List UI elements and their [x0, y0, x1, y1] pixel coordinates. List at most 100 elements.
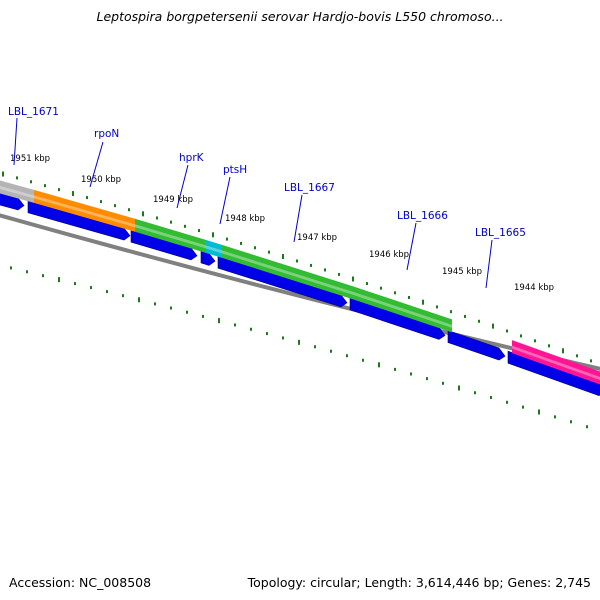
gene-label-line: [176, 164, 189, 209]
topology-summary: Topology: circular; Length: 3,614,446 bp…: [247, 575, 591, 590]
tick-mark: [378, 362, 380, 368]
tick-mark: [442, 381, 444, 385]
tick-mark: [366, 282, 368, 286]
tick-mark: [16, 176, 18, 180]
tick-mark: [520, 334, 522, 338]
tick-mark: [26, 270, 28, 274]
tick-mark: [86, 196, 88, 200]
tick-mark: [202, 314, 204, 318]
tick-mark: [362, 358, 364, 362]
tick-mark: [282, 336, 284, 340]
tick-mark: [234, 323, 236, 327]
tick-mark: [330, 349, 332, 353]
tick-mark: [522, 405, 524, 409]
gene-label-rpon[interactable]: rpoN: [94, 128, 119, 140]
tick-mark: [426, 377, 428, 381]
kbp-label: 1949 kbp: [153, 195, 193, 205]
tick-mark: [346, 354, 348, 358]
gene-label-lbl-1671[interactable]: LBL_1671: [8, 106, 59, 118]
gene-label-lbl-1666[interactable]: LBL_1666: [397, 210, 448, 222]
tick-mark: [254, 246, 256, 250]
gene-label-lbl-1667[interactable]: LBL_1667: [284, 182, 335, 194]
tick-mark: [10, 266, 12, 270]
gene-label-line: [219, 176, 231, 225]
feature-highlight: [205, 245, 222, 254]
tick-mark: [478, 319, 480, 323]
feature-bars: [0, 180, 600, 385]
tick-mark: [156, 216, 158, 220]
tick-mark: [586, 425, 588, 429]
feature-highlight: [512, 345, 600, 381]
cds-arrow: [447, 330, 506, 361]
tick-mark: [58, 188, 60, 192]
map-title: Leptospira borgpetersenii serovar Hardjo…: [96, 9, 504, 24]
tick-mark: [122, 294, 124, 298]
tick-mark: [408, 295, 410, 299]
tick-mark: [128, 208, 130, 212]
tick-mark: [436, 305, 438, 309]
tick-mark: [90, 286, 92, 290]
kbp-label: 1948 kbp: [225, 214, 265, 224]
tick-mark: [492, 323, 494, 329]
tick-mark: [226, 237, 228, 241]
gene-label-line: [13, 117, 18, 166]
tick-mark: [268, 250, 270, 254]
tick-mark: [142, 211, 144, 217]
tick-mark: [380, 286, 382, 290]
tick-mark: [170, 220, 172, 224]
feature-highlight: [135, 224, 205, 249]
accession-text: Accession: NC_008508: [9, 575, 152, 590]
tick-mark: [186, 310, 188, 314]
feature-bar: [205, 239, 222, 258]
gene-label-ptsh[interactable]: ptsH: [223, 164, 247, 176]
gene-labels: LBL_1671 rpoN hprK ptsH LBL_1667 LBL_1666 LBL_…: [8, 106, 526, 289]
tick-mark: [450, 310, 452, 314]
tick-mark: [218, 318, 220, 324]
tick-mark: [538, 409, 540, 415]
tick-mark: [458, 385, 460, 391]
tick-mark: [106, 290, 108, 294]
tick-mark: [590, 359, 592, 363]
tick-mark: [100, 200, 102, 204]
tick-mark: [352, 276, 354, 282]
tick-mark: [554, 415, 556, 419]
tick-mark: [324, 268, 326, 272]
kbp-label: 1951 kbp: [10, 154, 50, 164]
tick-mark: [394, 367, 396, 371]
tick-mark: [170, 306, 172, 310]
tick-mark: [30, 180, 32, 184]
tick-mark: [114, 204, 116, 208]
gene-label-line: [89, 141, 104, 188]
kbp-label: 1945 kbp: [442, 267, 482, 277]
tick-mark: [42, 274, 44, 278]
tick-mark: [562, 348, 564, 354]
feature-highlight: [0, 186, 34, 199]
tick-mark: [240, 241, 242, 245]
tick-mark: [154, 302, 156, 306]
tick-mark: [474, 391, 476, 395]
tick-mark: [250, 327, 252, 331]
inner-tick-dots: [2, 171, 592, 363]
tick-mark: [44, 184, 46, 188]
gene-label-hprk[interactable]: hprK: [179, 152, 205, 164]
gene-label-lbl-1665[interactable]: LBL_1665: [475, 227, 526, 239]
tick-mark: [464, 314, 466, 318]
tick-mark: [212, 232, 214, 238]
feature-bar: [352, 285, 452, 333]
tick-mark: [410, 372, 412, 376]
feature-bar: [222, 244, 352, 299]
tick-mark: [490, 396, 492, 400]
feature-bar: [34, 189, 135, 232]
tick-mark: [198, 229, 200, 233]
tick-mark: [394, 291, 396, 295]
feature-bar: [0, 180, 34, 203]
tick-mark: [534, 339, 536, 343]
tick-mark: [74, 282, 76, 286]
tick-mark: [282, 254, 284, 260]
tick-mark: [338, 272, 340, 276]
tick-mark: [570, 420, 572, 424]
feature-highlight: [222, 250, 352, 295]
tick-mark: [138, 297, 140, 303]
tick-mark: [266, 332, 268, 336]
gene-label-line: [485, 239, 493, 289]
